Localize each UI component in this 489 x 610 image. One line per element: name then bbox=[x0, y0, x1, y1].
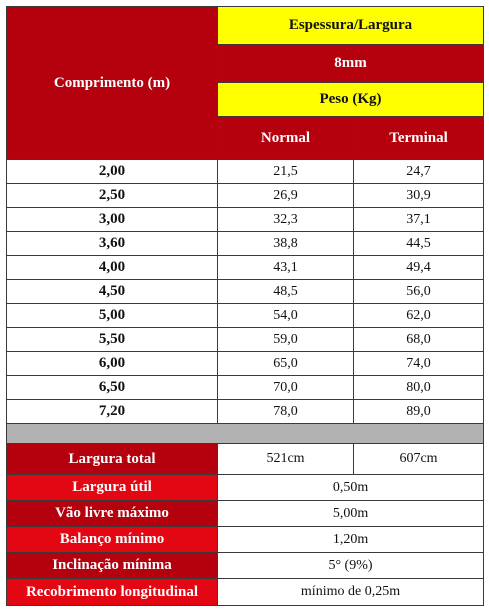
normal-weight-cell: 59,0 bbox=[217, 327, 354, 352]
spec-row-useful-width: Largura útil 0,50m bbox=[6, 474, 485, 501]
table-row: 4,00 43,1 49,4 bbox=[6, 255, 485, 280]
normal-weight-cell: 21,5 bbox=[217, 159, 354, 184]
table-row: 4,50 48,5 56,0 bbox=[6, 279, 485, 304]
table-row: 6,50 70,0 80,0 bbox=[6, 375, 485, 400]
separator-cell bbox=[5, 423, 485, 444]
table-row: 6,00 65,0 74,0 bbox=[6, 351, 485, 376]
length-cell: 3,00 bbox=[6, 207, 218, 232]
normal-weight-cell: 78,0 bbox=[217, 399, 354, 424]
spec-row-min-slope: Inclinação mínima 5° (9%) bbox=[6, 552, 485, 579]
weight-header: Peso (Kg) bbox=[216, 82, 485, 117]
thickness-value: 8mm bbox=[216, 44, 485, 83]
normal-weight-cell: 54,0 bbox=[217, 303, 354, 328]
table-row: 5,50 59,0 68,0 bbox=[6, 327, 485, 352]
normal-weight-cell: 65,0 bbox=[217, 351, 354, 376]
weight-rows: 2,00 21,5 24,7 2,50 26,9 30,9 3,00 32,3 37,1 3,60… bbox=[6, 159, 485, 424]
terminal-weight-cell: 68,0 bbox=[352, 327, 485, 352]
table-row: 3,60 38,8 44,5 bbox=[6, 231, 485, 256]
max-span-label: Vão livre máximo bbox=[6, 500, 218, 527]
min-overhang-value: 1,20m bbox=[216, 526, 485, 553]
terminal-weight-cell: 89,0 bbox=[352, 399, 485, 424]
length-cell: 2,50 bbox=[6, 183, 218, 208]
terminal-weight-cell: 30,9 bbox=[352, 183, 485, 208]
total-width-label: Largura total bbox=[6, 443, 218, 475]
max-span-value: 5,00m bbox=[216, 500, 485, 527]
length-cell: 6,50 bbox=[6, 375, 218, 400]
table-row: 2,00 21,5 24,7 bbox=[6, 159, 485, 184]
table-row: 5,00 54,0 62,0 bbox=[6, 303, 485, 328]
normal-weight-cell: 38,8 bbox=[217, 231, 354, 256]
length-cell: 7,20 bbox=[6, 399, 218, 424]
table-row: 3,00 32,3 37,1 bbox=[6, 207, 485, 232]
normal-weight-cell: 43,1 bbox=[217, 255, 354, 280]
useful-width-value: 0,50m bbox=[216, 474, 485, 501]
length-cell: 4,50 bbox=[6, 279, 218, 304]
total-width-terminal: 607cm bbox=[352, 443, 485, 475]
length-cell: 3,60 bbox=[6, 231, 218, 256]
length-header: Comprimento (m) bbox=[6, 6, 218, 160]
length-cell: 2,00 bbox=[6, 159, 218, 184]
normal-weight-cell: 32,3 bbox=[217, 207, 354, 232]
terminal-weight-cell: 80,0 bbox=[352, 375, 485, 400]
longitudinal-overlap-value: mínimo de 0,25m bbox=[216, 578, 485, 606]
normal-column-header: Normal bbox=[217, 116, 354, 160]
weight-spec-table: Comprimento (m) Espessura/Largura 8mm Pe… bbox=[5, 6, 485, 606]
normal-weight-cell: 48,5 bbox=[217, 279, 354, 304]
spec-row-min-overhang: Balanço mínimo 1,20m bbox=[6, 526, 485, 553]
thickness-header: Espessura/Largura bbox=[216, 6, 485, 45]
separator-row bbox=[5, 423, 485, 444]
normal-weight-cell: 26,9 bbox=[217, 183, 354, 208]
terminal-weight-cell: 44,5 bbox=[352, 231, 485, 256]
useful-width-label: Largura útil bbox=[6, 474, 218, 501]
spec-row-total-width: Largura total 521cm 607cm bbox=[6, 443, 485, 475]
length-cell: 5,50 bbox=[6, 327, 218, 352]
terminal-weight-cell: 56,0 bbox=[352, 279, 485, 304]
terminal-weight-cell: 24,7 bbox=[352, 159, 485, 184]
table-row: 7,20 78,0 89,0 bbox=[6, 399, 485, 424]
terminal-weight-cell: 62,0 bbox=[352, 303, 485, 328]
spec-row-max-span: Vão livre máximo 5,00m bbox=[6, 500, 485, 527]
terminal-weight-cell: 74,0 bbox=[352, 351, 485, 376]
longitudinal-overlap-label: Recobrimento longitudinal bbox=[6, 578, 218, 606]
terminal-column-header: Terminal bbox=[352, 116, 485, 160]
length-cell: 5,00 bbox=[6, 303, 218, 328]
length-cell: 6,00 bbox=[6, 351, 218, 376]
total-width-normal: 521cm bbox=[217, 443, 354, 475]
spec-row-longitudinal-overlap: Recobrimento longitudinal mínimo de 0,25… bbox=[6, 578, 485, 606]
min-slope-label: Inclinação mínima bbox=[6, 552, 218, 579]
table-row: 2,50 26,9 30,9 bbox=[6, 183, 485, 208]
min-overhang-label: Balanço mínimo bbox=[6, 526, 218, 553]
normal-weight-cell: 70,0 bbox=[217, 375, 354, 400]
terminal-weight-cell: 49,4 bbox=[352, 255, 485, 280]
length-cell: 4,00 bbox=[6, 255, 218, 280]
terminal-weight-cell: 37,1 bbox=[352, 207, 485, 232]
min-slope-value: 5° (9%) bbox=[216, 552, 485, 579]
